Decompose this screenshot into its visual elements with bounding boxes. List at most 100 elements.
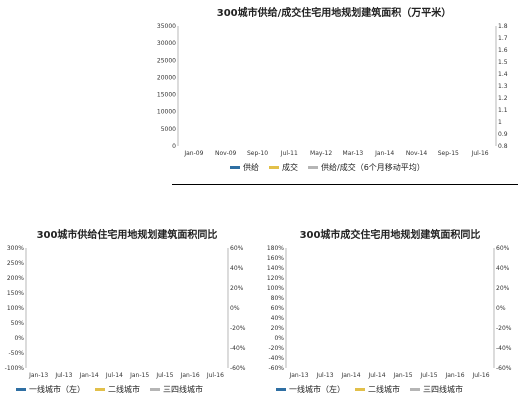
x-tick-label: Jan-16 (180, 372, 200, 379)
y-tick-label-left: 5000 (161, 126, 176, 133)
y-tick-label-right: 1.1 (498, 107, 508, 114)
x-tick-label: Jul-11 (280, 150, 298, 157)
y-tick-label-right: -60% (496, 365, 512, 372)
y-tick-label-right: -60% (230, 365, 246, 372)
x-tick-label: Jan-15 (129, 372, 149, 379)
y-tick-label-left: 15000 (157, 92, 176, 99)
x-tick-label: Jul-14 (367, 372, 385, 379)
y-tick-label-left: 160% (267, 255, 284, 262)
y-tick-label-left: 0% (274, 335, 284, 342)
supply-transaction-plot: 0 5000 10000 15000 20000 25000 30000 35000 0.8 0.… (157, 23, 508, 157)
x-tick-label: Jul-16 (471, 372, 489, 379)
legend-swatch (16, 388, 26, 391)
y-tick-label-left: 20000 (157, 74, 176, 81)
legend: 一线城市（左） 二线城市 三四线城市 (16, 384, 203, 395)
x-tick-label: Jul-13 (54, 372, 72, 379)
y-tick-label-right: 60% (230, 245, 244, 252)
supply-yoy-plot: -100% -50% 0% 50% 100% 150% 200% 250% 300% -60% -4… (5, 245, 246, 379)
legend-swatch (308, 166, 318, 169)
x-tick-label: Jul-16 (206, 372, 224, 379)
legend-swatch (230, 166, 240, 169)
chart-title: 300城市供给/成交住宅用地规划建筑面积（万平米） (216, 8, 452, 19)
y-tick-label-right: 0% (496, 305, 506, 312)
y-tick-label-right: 1.4 (498, 71, 508, 78)
legend-entry: 供给 (230, 162, 259, 173)
supply-transaction-chart: 300城市供给/成交住宅用地规划建筑面积（万平米） 0 5000 10000 1500… (150, 2, 518, 188)
x-tick-label: Jul-15 (419, 372, 437, 379)
x-tick-label: Jan-16 (444, 372, 464, 379)
chart-title: 300城市成交住宅用地规划建筑面积同比 (299, 230, 481, 241)
transaction-yoy-chart: 300城市成交住宅用地规划建筑面积同比 -60% -40% -20% 0% 20% 40%… (262, 224, 518, 407)
y-tick-label-right: 20% (230, 285, 244, 292)
y-tick-label-left: 35000 (157, 23, 176, 30)
y-tick-label-right: 60% (496, 245, 510, 252)
legend-label: 二线城市 (368, 385, 400, 394)
y-tick-label-left: 20% (271, 325, 285, 332)
legend-entry: 三四线城市 (410, 384, 463, 395)
y-tick-label-left: 10000 (157, 109, 176, 116)
y-tick-label-right: 1.7 (498, 35, 508, 42)
y-tick-label-left: -100% (5, 365, 25, 372)
y-tick-label-left: 200% (7, 275, 24, 282)
legend-swatch (150, 388, 160, 391)
y-tick-label-left: 80% (271, 295, 285, 302)
legend-swatch (410, 388, 420, 391)
x-tick-label: Jan-13 (288, 372, 308, 379)
legend-entry: 三四线城市 (150, 384, 203, 395)
y-tick-label-right: -40% (496, 345, 512, 352)
y-tick-label-left: 60% (271, 305, 285, 312)
y-tick-label-left: 120% (267, 275, 284, 282)
x-tick-label: Nov-14 (406, 150, 428, 157)
y-tick-label-right: 40% (230, 265, 244, 272)
y-tick-label-left: 0 (172, 143, 176, 150)
y-tick-label-right: 1.5 (498, 59, 508, 66)
y-tick-label-left: -20% (268, 345, 284, 352)
y-tick-label-left: 100% (7, 305, 24, 312)
y-tick-label-right: 0% (230, 305, 240, 312)
legend-entry: 供给/成交（6个月移动平均） (308, 162, 425, 173)
legend-label: 三四线城市 (163, 385, 203, 394)
legend-label: 供给 (243, 163, 259, 172)
legend-label: 成交 (282, 163, 298, 172)
y-tick-label-left: 100% (267, 285, 284, 292)
legend: 供给 成交 供给/成交（6个月移动平均） (230, 162, 425, 173)
legend-entry: 一线城市（左） (16, 384, 85, 395)
y-tick-label-left: 50% (11, 320, 25, 327)
y-tick-label-left: -50% (8, 350, 24, 357)
legend-swatch (269, 166, 279, 169)
x-tick-label: Jan-15 (392, 372, 412, 379)
y-tick-label-right: 1.6 (498, 47, 508, 54)
legend: 一线城市（左） 二线城市 三四线城市 (276, 384, 463, 395)
y-tick-label-right: 1 (498, 119, 502, 126)
chart-title: 300城市供给住宅用地规划建筑面积同比 (36, 230, 218, 241)
x-tick-label: Mar-13 (343, 150, 364, 157)
y-tick-label-left: 180% (267, 245, 284, 252)
y-tick-label-left: 300% (7, 245, 24, 252)
x-tick-label: Jan-09 (183, 150, 203, 157)
legend-label: 供给/成交（6个月移动平均） (321, 163, 425, 172)
legend-swatch (95, 388, 105, 391)
y-tick-label-right: 1.3 (498, 83, 508, 90)
y-tick-label-right: -20% (496, 325, 512, 332)
y-tick-label-left: 30000 (157, 40, 176, 47)
x-tick-label: Jul-13 (315, 372, 333, 379)
legend-label: 二线城市 (108, 385, 140, 394)
transaction-yoy-plot: -60% -40% -20% 0% 20% 40% 60% 80% 100% 120% 140% 16… (267, 245, 512, 379)
x-tick-label: Nov-09 (215, 150, 237, 157)
y-tick-label-left: 25000 (157, 57, 176, 64)
y-tick-label-left: -40% (268, 355, 284, 362)
x-tick-label: Jan-13 (28, 372, 48, 379)
x-tick-label: Sep-15 (438, 150, 459, 157)
x-tick-label: Jul-16 (471, 150, 489, 157)
x-tick-label: Jan-14 (340, 372, 360, 379)
y-tick-label-right: 0.8 (498, 143, 508, 150)
y-tick-label-right: 40% (496, 265, 510, 272)
y-tick-label-right: 1.2 (498, 95, 508, 102)
y-tick-label-right: 1.8 (498, 23, 508, 30)
x-tick-label: Jul-15 (155, 372, 173, 379)
y-tick-label-left: 250% (7, 260, 24, 267)
legend-label: 一线城市（左） (289, 385, 345, 394)
y-tick-label-left: 150% (7, 290, 24, 297)
legend-label: 三四线城市 (423, 385, 463, 394)
y-tick-label-right: 20% (496, 285, 510, 292)
